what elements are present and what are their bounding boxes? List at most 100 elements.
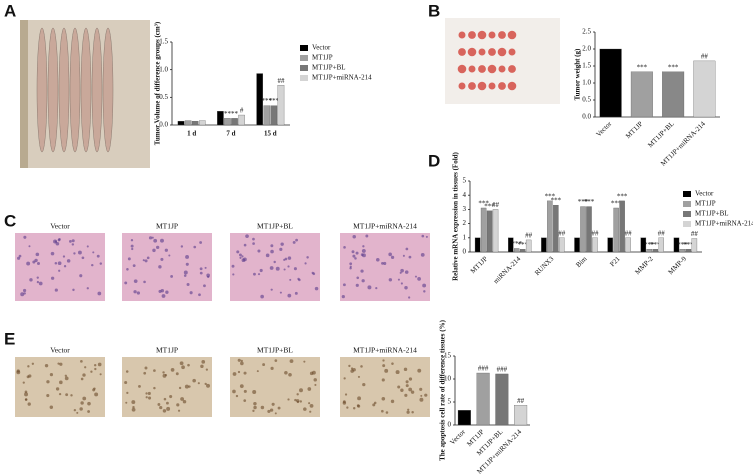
significance: ** [231,110,239,118]
cell [342,401,347,405]
cell [65,393,69,397]
cell [132,405,135,409]
cell [253,405,257,410]
cell [206,383,211,388]
mouse [47,27,59,153]
cell [362,382,366,387]
cell [262,363,266,366]
tumor [508,65,516,73]
significance: ### [497,366,508,374]
cell [373,401,377,405]
significance: ## [277,77,285,85]
panel-label: B [428,1,440,20]
tumor [498,65,506,73]
cell [192,378,196,383]
tumor [468,65,476,73]
cell [162,371,165,374]
cell [159,405,163,410]
bar [519,249,526,253]
y-tick-label: 0.5 [582,96,591,104]
cell [259,268,263,273]
cell [385,411,389,414]
bar [486,210,493,253]
cell [421,234,425,238]
tumor [458,82,466,90]
cell [64,376,69,381]
cell [381,409,384,413]
significance: ## [591,229,599,237]
cell [253,272,256,276]
bar [224,118,231,126]
cell [232,372,237,376]
cell [307,387,312,391]
cell [424,393,428,397]
cell [77,250,82,255]
cell [72,288,75,292]
legend-swatch [683,221,691,227]
image-caption: MT1JP+BL [257,222,293,231]
cell [287,256,292,260]
cell [87,410,90,413]
bar [559,237,565,253]
cell [311,271,314,275]
bar [586,206,592,253]
cell [384,368,389,373]
x-tick-label: 7 d [226,130,235,138]
y-tick-label: 0.0 [582,113,591,121]
cell [148,236,153,240]
cell [57,362,60,365]
cell [237,358,241,362]
cell [151,236,154,239]
cell [240,359,243,363]
legend-swatch [683,211,691,217]
legend-label: MT1JP+miRNA-214 [695,220,753,228]
cell [126,268,129,271]
significance: ### [478,365,489,373]
cell [245,234,249,239]
cell [414,275,417,278]
micrograph [230,357,320,417]
cell [296,400,300,404]
cell [303,360,306,363]
cell [303,407,307,411]
x-tick-label: MT1JP [469,255,489,275]
cell [313,378,317,382]
cell [309,410,312,413]
cell [17,256,21,260]
cell [204,266,207,269]
cell [399,271,402,274]
significance: *** [637,63,648,71]
cell [354,257,357,260]
cell [381,261,384,265]
cell [71,239,75,243]
bar [256,73,264,126]
cell [86,245,89,248]
significance: *** [650,241,661,249]
cell [274,412,277,415]
image-caption: Vector [50,346,70,355]
cell [348,364,351,368]
cell [295,238,298,242]
cell [197,382,200,385]
cell [270,366,274,370]
cell [252,237,255,241]
legend-swatch [683,191,691,197]
tumor [507,30,517,40]
significance: ** [224,110,232,118]
x-tick-label: miRNA-214 [492,255,523,286]
cell [390,399,395,404]
cell [84,366,87,369]
cell [406,410,410,414]
cell [96,254,100,258]
cell [400,268,404,273]
bar [513,248,520,253]
cell [79,274,83,278]
cell [57,261,62,266]
cell [273,260,276,264]
cell [407,408,410,411]
image-caption: MT1JP [156,222,178,231]
bar [191,120,199,126]
cell [80,401,84,405]
cell [177,409,181,412]
cell [356,276,360,280]
